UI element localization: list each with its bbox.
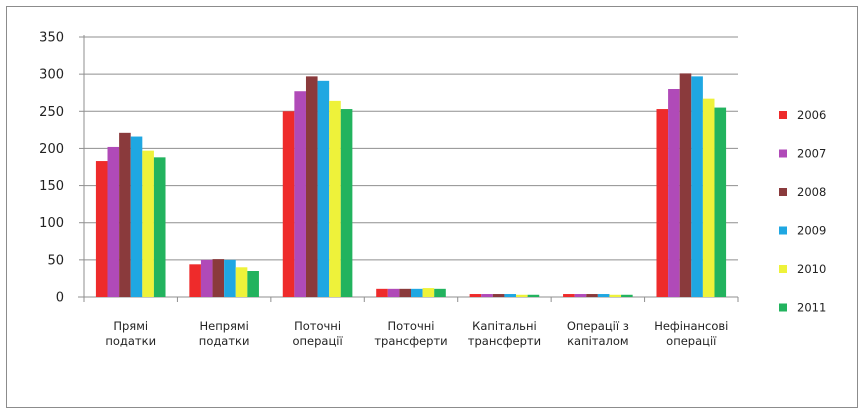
y-tick-label: 250: [39, 105, 64, 120]
bar: [469, 294, 482, 297]
bar: [574, 294, 587, 297]
bar: [200, 259, 213, 297]
bar: [130, 136, 143, 297]
category-label: операції: [292, 334, 343, 348]
legend-swatch: [779, 111, 787, 119]
bar: [387, 288, 400, 297]
bar: [527, 294, 540, 297]
bar: [224, 259, 236, 297]
y-tick-label: 300: [39, 68, 64, 83]
legend-label: 2010: [797, 262, 826, 276]
bar: [586, 294, 598, 297]
bar: [153, 157, 166, 297]
category-label: Операції з: [567, 319, 629, 333]
category-label: Поточні: [388, 319, 435, 333]
category-label: податки: [199, 334, 250, 348]
bar: [411, 288, 423, 297]
legend-swatch: [779, 188, 787, 196]
bar: [95, 161, 108, 297]
bar: [422, 288, 435, 297]
bar: [235, 267, 248, 297]
category-label: трансферти: [468, 334, 541, 348]
bar: [679, 73, 692, 298]
category-label: операції: [666, 334, 717, 348]
y-tick-label: 350: [39, 31, 64, 46]
bar: [656, 109, 669, 297]
category-label: Поточні: [294, 319, 341, 333]
bar: [305, 76, 318, 297]
bar: [492, 294, 505, 297]
bar: [714, 107, 727, 297]
bar: [609, 294, 622, 297]
category-label: трансферти: [374, 334, 447, 348]
bar: [340, 109, 353, 297]
bar: [189, 264, 201, 297]
legend-swatch: [779, 265, 787, 273]
bar: [247, 271, 259, 297]
bar: [142, 150, 154, 297]
bar: [481, 294, 493, 297]
legend-label: 2007: [797, 147, 826, 161]
y-tick-label: 0: [56, 291, 64, 306]
bar: [621, 294, 633, 297]
bar: [107, 146, 120, 297]
bar: [597, 294, 610, 297]
bar: [119, 132, 131, 297]
bar: [282, 111, 295, 298]
bar: [294, 91, 306, 297]
y-tick-label: 100: [39, 216, 64, 231]
legend-label: 2011: [797, 301, 826, 315]
legend-swatch: [779, 226, 787, 235]
bar: [504, 294, 517, 297]
bar: [668, 89, 680, 297]
bar: [317, 80, 330, 297]
bar: [702, 98, 715, 298]
category-label: податки: [105, 334, 156, 348]
category-label: капіталом: [567, 334, 629, 348]
bar: [399, 288, 411, 297]
bar: [516, 294, 528, 297]
legend-label: 2009: [797, 224, 826, 238]
legend-label: 2006: [797, 108, 826, 122]
legend-label: 2008: [797, 185, 826, 199]
category-label: Капітальні: [472, 319, 537, 333]
legend-swatch: [779, 303, 787, 312]
y-tick-label: 150: [39, 179, 64, 194]
category-label: Непрямі: [199, 319, 248, 333]
bar: [563, 294, 575, 297]
bar: [329, 100, 341, 297]
bar: [434, 288, 446, 297]
bar: [691, 76, 703, 297]
legend-swatch: [779, 149, 787, 158]
category-label: Нефінансові: [654, 319, 728, 333]
bar: [376, 288, 388, 297]
bar: [212, 259, 225, 297]
y-tick-label: 50: [47, 253, 64, 268]
category-label: Прямі: [113, 319, 148, 333]
y-tick-label: 200: [39, 142, 64, 157]
